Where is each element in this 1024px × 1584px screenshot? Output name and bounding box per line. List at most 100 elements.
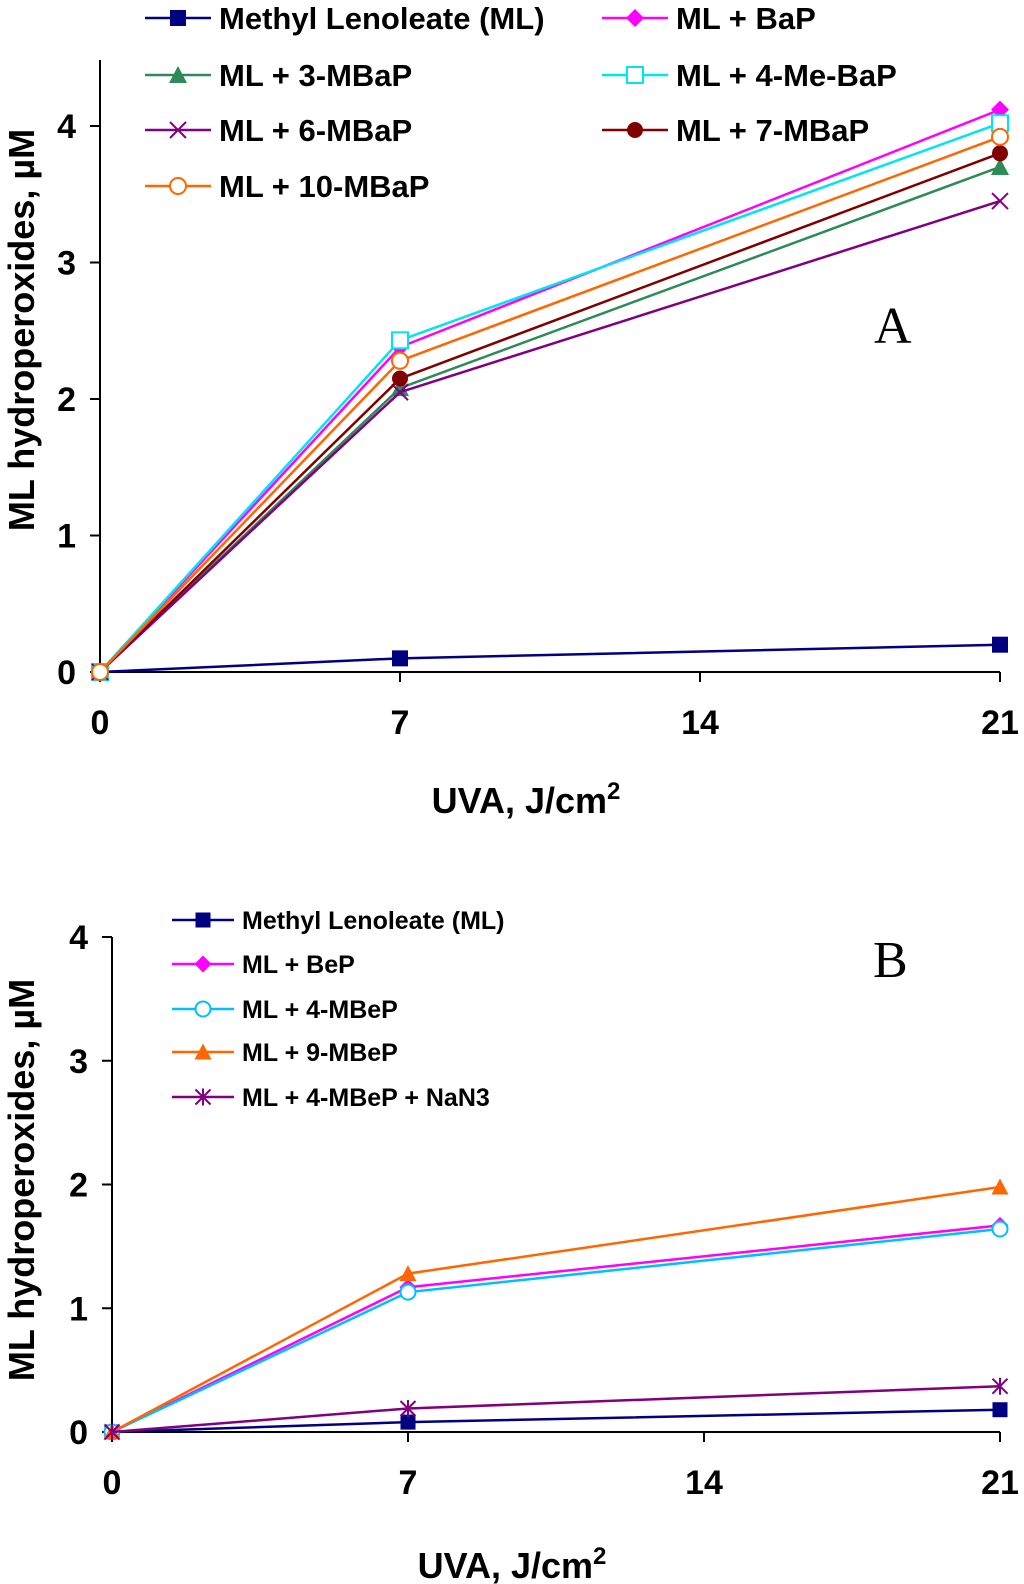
panel-a-legend-label: ML + BaP bbox=[676, 1, 816, 36]
panel-a-point bbox=[991, 192, 1009, 210]
panel-b-legend-label: ML + 4-MBeP + NaN3 bbox=[242, 1084, 490, 1112]
panel-b-legend-item: ML + BeP bbox=[172, 951, 355, 979]
panel-b-legend-marker bbox=[194, 1088, 212, 1106]
panel-b-y-tick-label: 1 bbox=[69, 1290, 88, 1328]
panel-b-point bbox=[400, 1414, 416, 1430]
panel-a-legend-marker bbox=[627, 122, 643, 138]
panel-a-point bbox=[391, 351, 409, 370]
panel-a-point bbox=[91, 663, 109, 681]
panel-a-y-tick-label: 0 bbox=[57, 654, 76, 692]
panel-b-point bbox=[399, 1399, 417, 1417]
panel-b-y-axis-label: ML hydroperoxides, µM bbox=[1, 979, 42, 1381]
panel-a-y-tick-label: 1 bbox=[57, 518, 76, 556]
panel-a-x-axis-label: UVA, J/cm2 bbox=[432, 778, 621, 821]
panel-b-point bbox=[399, 1265, 417, 1282]
panel-a-point bbox=[991, 157, 1009, 175]
panel-b-legend-label: ML + BeP bbox=[242, 951, 355, 979]
panel-b-legend-marker bbox=[195, 912, 211, 928]
panel-b-point bbox=[103, 1423, 121, 1441]
panel-a-legend-item: ML + BaP bbox=[602, 1, 816, 36]
panel-b-series-ml-4-mbep-nan3 bbox=[103, 1377, 1009, 1441]
panel-b-y-tick-label: 3 bbox=[69, 1043, 88, 1081]
panel-a-series-ml-3-mbap bbox=[91, 157, 1009, 680]
panel-a-y-tick-label: 3 bbox=[57, 245, 76, 283]
panel-a-legend-item: ML + 10-MBaP bbox=[145, 169, 429, 204]
panel-a-x-tick-label: 21 bbox=[981, 704, 1019, 742]
panel-a-legend-marker bbox=[169, 66, 187, 83]
panel-a-legend-marker bbox=[169, 121, 187, 139]
panel-b-point bbox=[399, 1283, 417, 1301]
panel-b-legend-label: ML + 9-MBeP bbox=[242, 1039, 398, 1067]
panel-b-line-ml-4-mbep bbox=[111, 1227, 1001, 1434]
panel-b-x-tick-label: 0 bbox=[103, 1464, 122, 1502]
panel-a-series-ml-7-mbap bbox=[92, 145, 1008, 680]
panel-a-legend-marker bbox=[170, 10, 186, 26]
panel-b-y-tick-label: 2 bbox=[69, 1167, 88, 1205]
panel-b: 0 7 14 21 0 1 2 3 4 Methyl Lenoleate (ML) ML + Be… bbox=[1, 907, 1019, 1584]
panel-a-legend-item: ML + 7-MBaP bbox=[602, 113, 869, 148]
panel-a-legend-label: ML + 10-MBaP bbox=[219, 169, 429, 204]
panel-a-legend-item: ML + 4-Me-BaP bbox=[602, 58, 897, 93]
panel-a-letter: A bbox=[874, 298, 912, 355]
panel-a-line-ml-6-mbap bbox=[99, 199, 1001, 673]
panel-b-legend-marker bbox=[194, 1000, 212, 1018]
panel-b-legend-marker bbox=[194, 955, 212, 973]
panel-b-series-ml-9-mbep bbox=[103, 1178, 1009, 1440]
panel-a-line-methyl-lenoleate-ml bbox=[99, 643, 1001, 674]
panel-b-legend-item: ML + 4-MBeP + NaN3 bbox=[172, 1084, 490, 1112]
panel-a-series-ml-10-mbap bbox=[91, 127, 1009, 681]
panel-a-y-axis-label: ML hydroperoxides, µM bbox=[1, 129, 42, 531]
panel-a-legend-label: ML + 7-MBaP bbox=[676, 113, 869, 148]
panel-b-y-tick-label: 0 bbox=[69, 1414, 88, 1452]
panel-b-legend-item: ML + 4-MBeP bbox=[172, 996, 398, 1024]
panel-a-point bbox=[391, 331, 409, 350]
panel-a-x-tick-label: 14 bbox=[681, 704, 719, 742]
panel-a-legend-label: ML + 4-Me-BaP bbox=[676, 58, 897, 93]
panel-a-legend-label: Methyl Lenoleate (ML) bbox=[219, 1, 545, 36]
panel-a-legend-item: Methyl Lenoleate (ML) bbox=[145, 1, 545, 36]
panel-b-point bbox=[992, 1402, 1008, 1418]
panel-b-y-tick-label: 4 bbox=[69, 919, 88, 957]
panel-a-legend-label: ML + 6-MBaP bbox=[219, 113, 412, 148]
panel-a-line-ml-7-mbap bbox=[99, 152, 1001, 673]
panel-a-legend-label: ML + 3-MBaP bbox=[219, 58, 412, 93]
panel-a-legend-item: ML + 3-MBaP bbox=[145, 58, 412, 93]
panel-a-legend-marker bbox=[169, 177, 187, 195]
panel-a-point bbox=[991, 127, 1009, 146]
panel-a-line-ml-3-mbap bbox=[99, 165, 1001, 673]
panel-a-point bbox=[392, 370, 408, 387]
panel-a-legend-marker bbox=[626, 66, 644, 84]
panel-a-point bbox=[992, 636, 1008, 653]
panel-b-series-ml-4-mbep bbox=[103, 1220, 1009, 1441]
panel-b-x-axis-label: UVA, J/cm2 bbox=[418, 1543, 607, 1584]
panel-b-legend-item: Methyl Lenoleate (ML) bbox=[172, 907, 505, 935]
panel-a-line-ml-4-me-bap bbox=[99, 122, 1001, 673]
panel-a: 0 7 14 21 0 1 2 3 4 Methyl Lenoleate (ML) ML + Ba… bbox=[1, 1, 1019, 821]
panel-a-y-tick-label: 2 bbox=[57, 381, 76, 419]
panel-b-legend-item: ML + 9-MBeP bbox=[172, 1039, 398, 1067]
panel-b-legend-marker bbox=[194, 1043, 212, 1060]
panel-b-point bbox=[991, 1220, 1009, 1238]
panel-b-letter: B bbox=[873, 932, 908, 989]
panel-a-y-tick-label: 4 bbox=[57, 108, 76, 146]
panel-b-point bbox=[991, 1178, 1009, 1195]
panel-a-point bbox=[392, 650, 408, 667]
panel-a-legend-item: ML + 6-MBaP bbox=[145, 113, 412, 148]
panel-a-point bbox=[992, 145, 1008, 162]
panel-b-x-tick-label: 14 bbox=[685, 1464, 723, 1502]
panel-a-point bbox=[391, 383, 409, 401]
panel-a-series-methyl-lenoleate-ml bbox=[92, 636, 1008, 680]
panel-a-x-tick-label: 7 bbox=[391, 704, 410, 742]
panel-b-x-tick-label: 21 bbox=[981, 1464, 1019, 1502]
panel-b-line-ml-9-mbep bbox=[111, 1185, 1001, 1434]
panel-b-series-ml-bep bbox=[103, 1216, 1009, 1441]
panel-b-line-ml-4-mbep-nan3 bbox=[111, 1384, 1001, 1434]
panel-a-x-tick-label: 0 bbox=[91, 704, 110, 742]
panel-b-line-ml-bep bbox=[111, 1224, 1001, 1434]
panel-a-series-ml-6-mbap bbox=[91, 192, 1009, 681]
panel-b-legend-label: Methyl Lenoleate (ML) bbox=[242, 907, 505, 935]
panel-b-point bbox=[991, 1377, 1009, 1395]
panel-b-x-tick-label: 7 bbox=[399, 1464, 418, 1502]
panel-a-legend-marker bbox=[626, 9, 644, 27]
